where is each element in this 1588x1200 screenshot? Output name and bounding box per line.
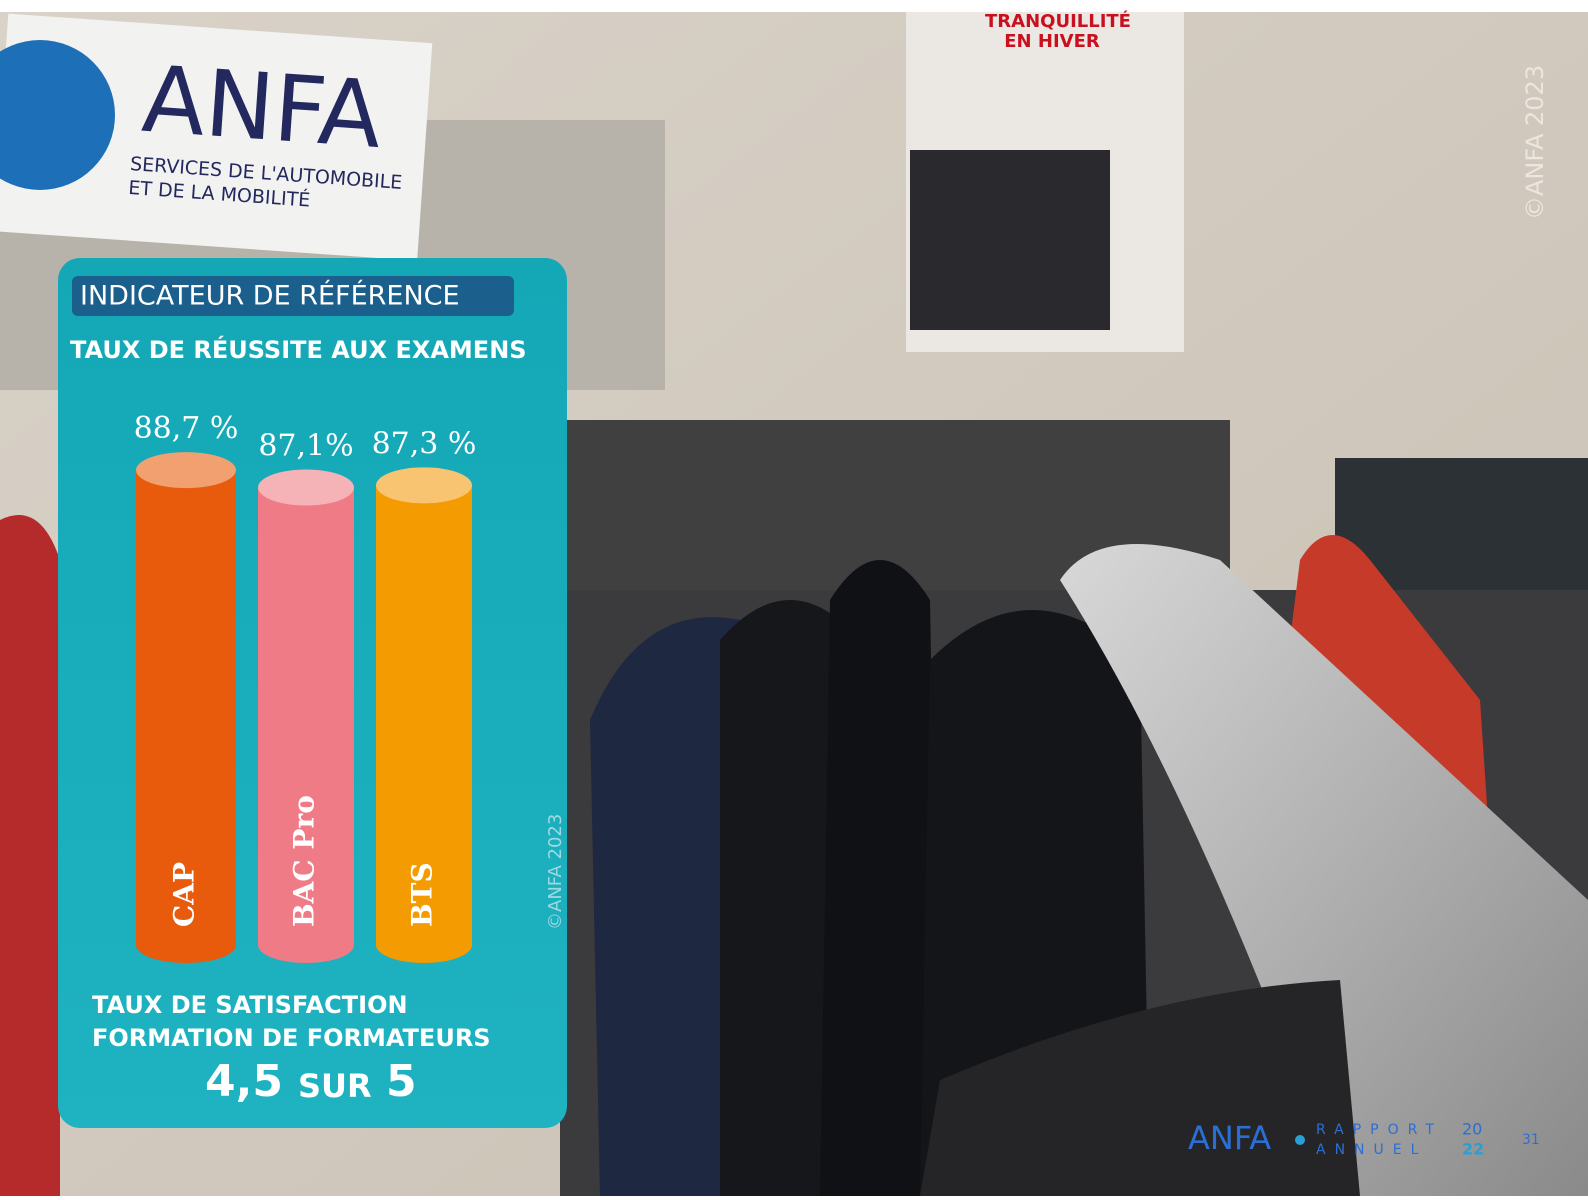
value-label: 87,3 % [372,426,477,461]
footer-word: RAPPORT [1316,1122,1443,1138]
page-number: 31 [1522,1132,1540,1148]
watermark: ©ANFA 2023 [545,814,566,930]
poster-text: TRANQUILLITÉ [985,10,1131,32]
bar-top [258,470,354,506]
chart: 88,7 % CAP 87,1% BAC Pro 87,3 % BTS [134,411,477,963]
category-label: BTS [406,862,439,927]
watermark: ©ANFA 2023 [1521,65,1549,220]
poster-car [910,150,1110,330]
person [0,515,60,1196]
top-margin [0,0,1588,12]
sign-brand: ANFA [139,46,385,169]
poster-text: EN HIVER [1004,31,1100,52]
chart-title: TAUX DE RÉUSSITE AUX EXAMENS [70,335,527,364]
satisfaction-score: 4,5 [205,1056,283,1107]
footer-word: ANNUEL [1316,1142,1427,1158]
category-label: BAC Pro [288,795,321,927]
bar-top [376,467,472,503]
value-label: 88,7 % [134,411,239,446]
value-label: 87,1% [258,429,353,464]
footer-dot [1295,1135,1305,1145]
footer-year: 22 [1462,1140,1484,1159]
satisfaction-text: TAUX DE SATISFACTION [92,991,408,1019]
footer-brand: ANFA [1188,1119,1271,1157]
satisfaction-word: SUR [298,1067,372,1105]
satisfaction-text: FORMATION DE FORMATEURS [92,1024,491,1052]
category-label: CAP [168,862,201,927]
footer-year: 20 [1462,1120,1482,1139]
satisfaction-max: 5 [386,1056,417,1107]
bar-top [136,452,236,488]
page: ANFA SERVICES DE L'AUTOMOBILE ET DE LA M… [0,0,1588,1196]
badge-text: INDICATEUR DE RÉFÉRENCE [80,280,460,312]
